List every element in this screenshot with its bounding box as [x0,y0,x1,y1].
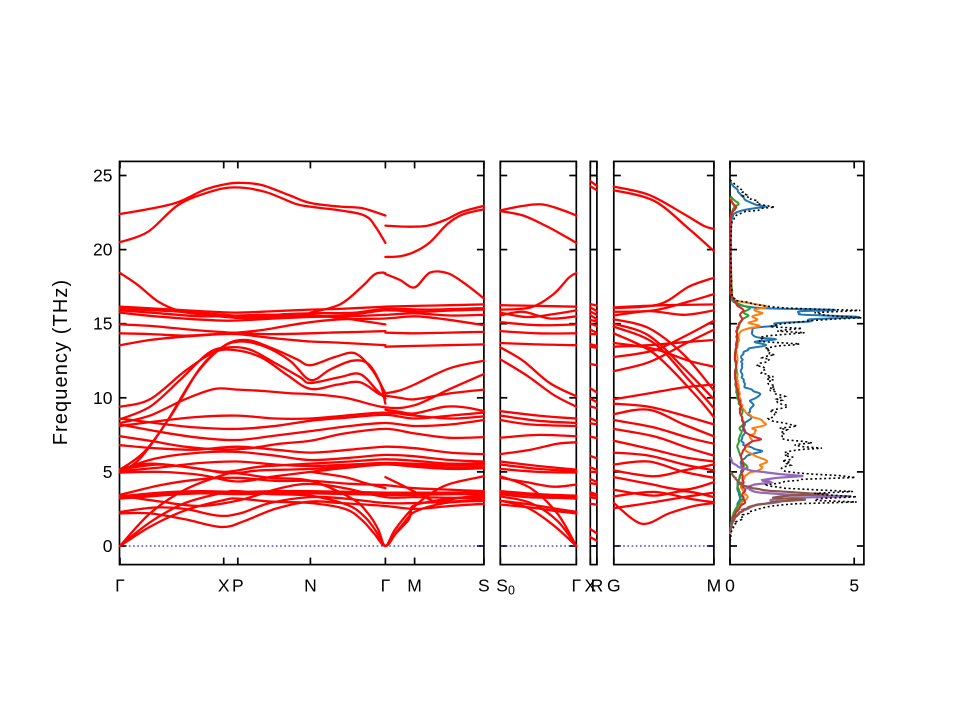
svg-text:M: M [407,576,422,596]
svg-text:20: 20 [93,240,113,260]
svg-text:R: R [591,576,604,596]
svg-text:0: 0 [103,536,113,556]
svg-text:5: 5 [849,576,859,596]
svg-text:Γ: Γ [571,576,581,596]
svg-text:M: M [707,576,722,596]
svg-text:G: G [607,576,621,596]
svg-text:25: 25 [93,166,112,186]
svg-text:P: P [232,576,244,596]
svg-text:Frequency (THz): Frequency (THz) [50,279,72,446]
svg-text:X: X [584,576,596,596]
svg-text:15: 15 [93,314,112,334]
svg-text:10: 10 [93,388,113,408]
svg-text:S: S [478,576,490,596]
svg-text:Γ: Γ [115,576,125,596]
svg-text:5: 5 [103,462,113,482]
svg-text:N: N [304,576,317,596]
svg-text:Γ: Γ [381,576,391,596]
svg-text:0: 0 [725,576,735,596]
svg-text:X: X [218,576,230,596]
